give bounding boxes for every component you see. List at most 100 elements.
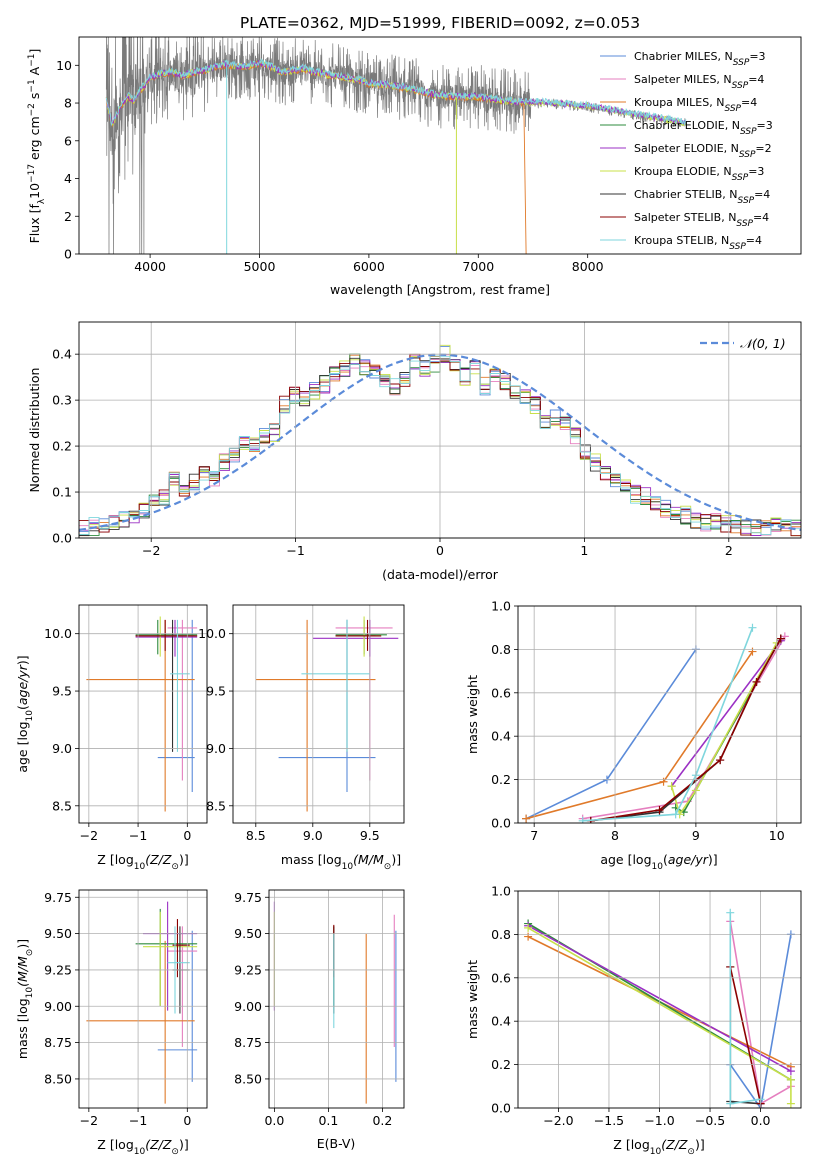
y-tick-label: 8.50 bbox=[234, 1071, 262, 1086]
massweight-age-xlabel-part: ( bbox=[663, 852, 668, 867]
y-tick-label: 8.5 bbox=[206, 798, 226, 813]
y-tick-label: 0.8 bbox=[491, 642, 511, 657]
y-tick-label: 0.1 bbox=[52, 485, 72, 500]
model-spectrum-salpeter-elodie bbox=[105, 60, 686, 125]
y-tick-label: 8.50 bbox=[44, 1071, 72, 1086]
legend-entry-label: Salpeter MILES, NSSP=4 bbox=[634, 73, 764, 91]
age-vs-Z-ylabel-part: )] bbox=[15, 655, 30, 665]
spectrum-ylabel-part: −2 bbox=[27, 103, 37, 116]
y-tick-label: 0 bbox=[64, 247, 72, 262]
y-tick-label: 0.6 bbox=[491, 970, 511, 985]
mass-weight-marker bbox=[522, 814, 531, 823]
mass-weight-line bbox=[729, 934, 792, 1108]
spectrum-ylabel: Flux [fλ10−17 erg cm−2 s−1 A−1] bbox=[27, 49, 47, 244]
y-tick-label: 4 bbox=[64, 171, 72, 186]
EBV-plot-area bbox=[273, 901, 397, 1104]
age-vs-Z-xlabel: Z [log10(Z/Z⊙)] bbox=[97, 852, 188, 872]
legend-entry-label-part: Chabrier MILES, N bbox=[634, 50, 733, 63]
mass-weight-line bbox=[729, 966, 762, 1104]
massweight-age-xlabel-part: age/yr bbox=[668, 852, 709, 867]
x-tick-label: 0 bbox=[183, 828, 191, 843]
age-vs-Z-ylabel: age [log10(age/yr)] bbox=[15, 655, 35, 772]
age-vs-mass-xlabel-part: mass [log bbox=[281, 852, 342, 867]
y-tick-label: 9.25 bbox=[234, 962, 262, 977]
legend-label-gaussian: 𝒩(0, 1) bbox=[740, 336, 786, 351]
EBV-xlabel: E(B-V) bbox=[317, 1136, 356, 1151]
spectrum-ylabel-part: Flux [f bbox=[27, 204, 42, 244]
x-tick-label: 7000 bbox=[462, 259, 494, 274]
mass-weight-marker bbox=[726, 908, 735, 917]
mass-vs-Z-xlabel-part: )] bbox=[179, 1137, 189, 1152]
x-tick-label: 2 bbox=[725, 543, 733, 558]
age_vs_mass-axes: 8.5 9.0 9.5 8.5 9.0 9.5 10.0 mass [log10(M/M⊙)] bbox=[198, 604, 405, 872]
massweight-age-xlabel-group: age [log10(age/yr)] bbox=[600, 852, 717, 872]
legend-entry-label-part: Kroupa ELODIE, N bbox=[634, 165, 732, 178]
axes-frame bbox=[78, 36, 802, 255]
x-tick-label: −2 bbox=[80, 1113, 98, 1128]
mass-weight-marker bbox=[786, 1067, 795, 1076]
x-tick-label: −1 bbox=[129, 828, 147, 843]
legend-entry-label-part: SSP bbox=[736, 219, 753, 229]
legend-entry-label-part: SSP bbox=[732, 173, 749, 183]
y-tick-label: 2 bbox=[64, 209, 72, 224]
legend-entry-label-part: =4 bbox=[741, 96, 757, 109]
massweight-age-xlabel: age [log10(age/yr)] bbox=[600, 852, 717, 872]
legend-entry-label: Chabrier STELIB, NSSP=4 bbox=[634, 188, 770, 206]
x-tick-label: −1.5 bbox=[594, 1113, 624, 1128]
axes-frame bbox=[232, 604, 405, 824]
x-tick-label: 9.0 bbox=[303, 828, 323, 843]
massweight-Z-xlabel-part: Z [log bbox=[613, 1137, 649, 1152]
massweight_vs_age-axes: 7 8 9 10 0.0 0.2 0.4 0.6 0.8 1.0 mass weight age [l… bbox=[465, 599, 802, 872]
x-tick-label: 5000 bbox=[244, 259, 276, 274]
mass-weight-marker bbox=[659, 777, 668, 786]
age_vs_mass-plot-area bbox=[255, 616, 399, 812]
legend-entry-label: Kroupa ELODIE, NSSP=3 bbox=[634, 165, 764, 183]
y-tick-label: 9.5 bbox=[206, 684, 226, 699]
massweight-age-xlabel-part: )] bbox=[708, 852, 718, 867]
legend-entry-label: Chabrier MILES, NSSP=3 bbox=[634, 50, 766, 68]
spectrum-xlabel: wavelength [Angstrom, rest frame] bbox=[330, 282, 550, 297]
legend-entry-label: Chabrier ELODIE, NSSP=3 bbox=[634, 119, 773, 137]
residuals-ylabel: Normed distribution bbox=[27, 368, 42, 493]
residuals-xlabel: (data-model)/error bbox=[382, 567, 499, 582]
x-tick-label: 8 bbox=[611, 828, 619, 843]
spectrum-plot-area bbox=[105, 37, 687, 254]
y-tick-label: 9.50 bbox=[234, 926, 262, 941]
legend-entry-label-part: SSP bbox=[724, 104, 741, 114]
figure-title: PLATE=0362, MJD=51999, FIBERID=0092, z=0… bbox=[240, 14, 640, 32]
y-tick-label: 9.75 bbox=[44, 890, 72, 905]
age_vs_Z-axes: −2 −1 08.59.09.510.0Z [log10(Z/Z⊙)]age [lo… bbox=[15, 604, 208, 872]
age-vs-Z-xlabel-part: )] bbox=[179, 852, 189, 867]
massweight-Z-xlabel-group: Z [log10(Z/Z⊙)] bbox=[613, 1137, 704, 1157]
x-tick-label: −1 bbox=[286, 543, 304, 558]
mass-vs-Z-xlabel-part: (Z/Z bbox=[145, 1137, 172, 1152]
x-tick-label: 0.0 bbox=[751, 1113, 771, 1128]
mass-weight-marker bbox=[524, 923, 533, 932]
y-tick-label: 8 bbox=[64, 96, 72, 111]
mass-weight-line bbox=[582, 627, 754, 822]
mass-weight-marker bbox=[752, 677, 761, 686]
mass-weight-marker bbox=[716, 756, 725, 765]
axes-frame bbox=[268, 889, 405, 1109]
x-tick-label: 7 bbox=[530, 828, 538, 843]
massweight-Z-xlabel: Z [log10(Z/Z⊙)] bbox=[613, 1137, 704, 1157]
y-tick-label: 9.5 bbox=[52, 684, 72, 699]
age-vs-Z-ylabel-part: ( bbox=[15, 705, 30, 710]
mass-vs-Z-ylabel-part: mass [log bbox=[15, 998, 30, 1059]
age-vs-Z-ylabel-part: 10 bbox=[25, 710, 35, 722]
spectrum-ylabel-part: A bbox=[27, 66, 42, 79]
mass-vs-Z-xlabel-part: ⊙ bbox=[171, 1147, 179, 1157]
legend-entry-label: Kroupa STELIB, NSSP=4 bbox=[634, 234, 762, 252]
massweight-age-xlabel-part: 10 bbox=[652, 862, 664, 872]
y-tick-label: 9.0 bbox=[206, 741, 226, 756]
y-tick-label: 9.75 bbox=[234, 890, 262, 905]
spectrum-ylabel-part: erg cm bbox=[27, 116, 42, 164]
y-tick-label: 1.0 bbox=[491, 599, 511, 614]
mass-weight-marker bbox=[655, 805, 664, 814]
y-tick-label: 0.8 bbox=[491, 927, 511, 942]
x-tick-label: −2 bbox=[142, 543, 160, 558]
x-tick-label: 0 bbox=[436, 543, 444, 558]
legend-entry-label-part: =3 bbox=[748, 165, 764, 178]
massweight_vs_Z-axes: −2.0 −1.5 −1.0 −0.5 0.0 0.0 0.2 0.4 0.6 0.8 1.0 mas… bbox=[465, 884, 802, 1157]
legend-entry-label-part: SSP bbox=[738, 196, 755, 206]
